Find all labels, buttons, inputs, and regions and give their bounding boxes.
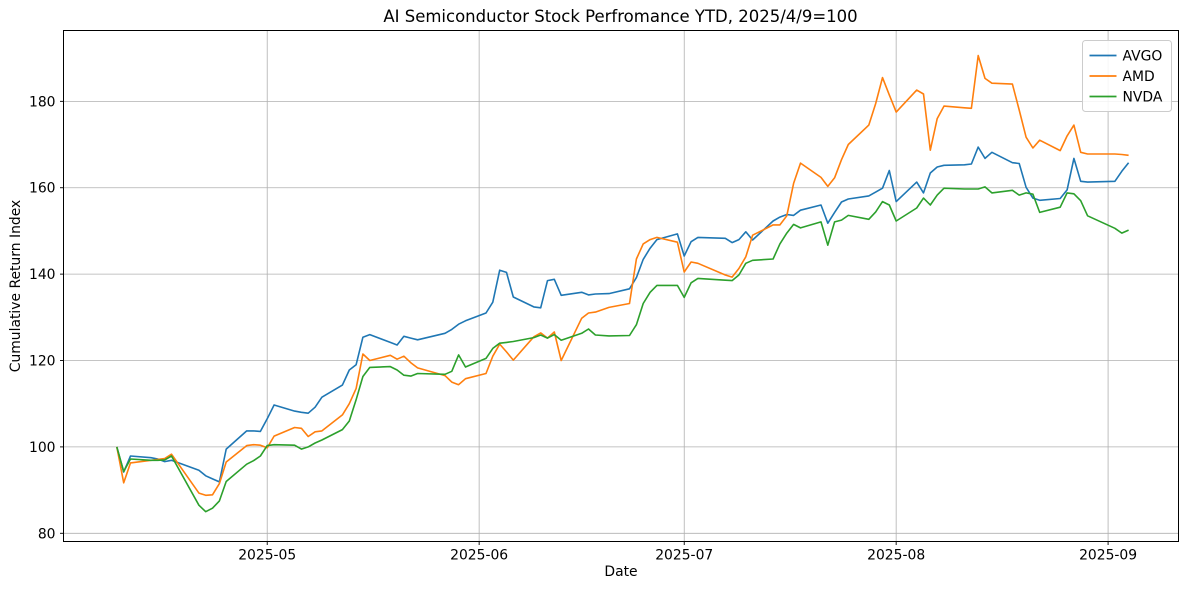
series-line-AVGO (116, 146, 1130, 483)
series-line-AMD (116, 54, 1129, 497)
x-tick-label: 2025-05 (238, 548, 296, 564)
x-tick-label: 2025-08 (867, 548, 925, 564)
x-tick-label: 2025-07 (655, 548, 713, 564)
x-axis-label: Date (604, 564, 638, 580)
y-tick-label: 160 (29, 181, 56, 197)
series-line-NVDA (116, 186, 1129, 513)
legend: AVGO AMD NVDA (1082, 40, 1172, 112)
legend-box (1082, 40, 1172, 112)
ticks (60, 100, 1109, 545)
y-tick-label: 80 (38, 526, 56, 542)
chart-title: AI Semiconductor Stock Perfromance YTD, … (383, 7, 858, 26)
legend-item-AMD: AMD (1089, 69, 1155, 85)
legend-label-AVGO: AVGO (1123, 49, 1163, 65)
y-tick-label: 140 (29, 267, 56, 283)
legend-item-NVDA: NVDA (1089, 90, 1163, 106)
y-tick-label: 100 (29, 440, 56, 456)
legend-label-AMD: AMD (1123, 69, 1155, 85)
x-tick-label: 2025-09 (1079, 548, 1137, 564)
legend-label-NVDA: NVDA (1123, 90, 1163, 106)
plot-border (63, 30, 1179, 542)
grid (63, 30, 1179, 542)
legend-item-AVGO: AVGO (1089, 49, 1163, 65)
y-tick-label: 120 (29, 354, 56, 370)
x-tick-label: 2025-06 (450, 548, 508, 564)
tick-labels: 2025-05 2025-06 2025-07 2025-08 2025-09 80 100… (29, 94, 1137, 563)
y-tick-label: 180 (29, 94, 56, 110)
y-axis-label: Cumulative Return Index (8, 199, 24, 373)
